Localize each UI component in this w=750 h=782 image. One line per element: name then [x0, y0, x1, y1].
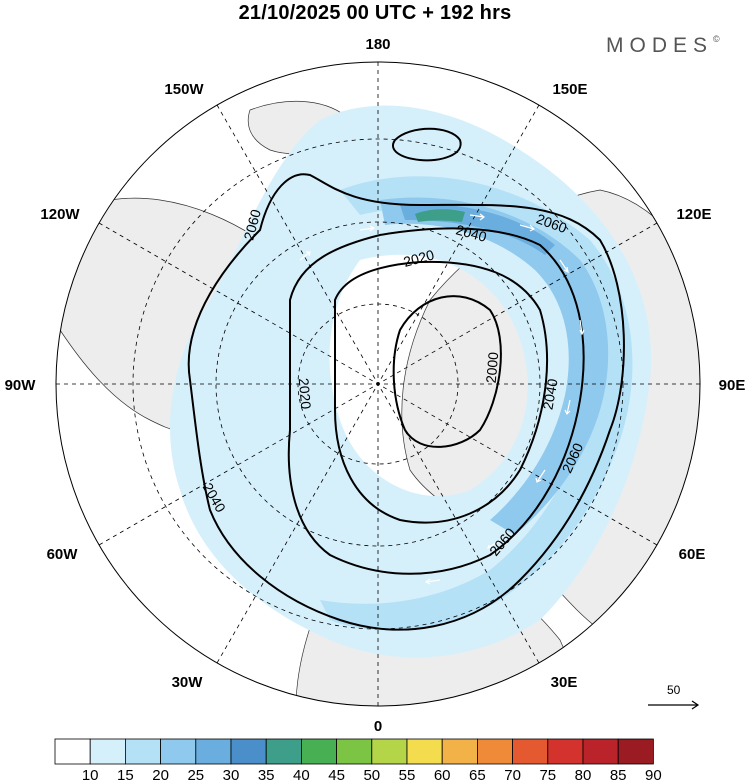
lon-label-60w: 60W [47, 546, 79, 563]
contour-2060 [187, 173, 625, 631]
lon-label-180: 180 [365, 36, 390, 53]
brand-text: MODES [606, 34, 714, 57]
graticule [56, 62, 700, 706]
map-title: 21/10/2025 00 UTC + 192 hrs [238, 2, 512, 24]
wind-vectors [299, 213, 585, 585]
lon-label-60e: 60E [679, 546, 706, 563]
lon-label-30w: 30W [172, 674, 204, 691]
modes-logo: MODES© [606, 34, 720, 58]
copyright-mark: © [713, 34, 720, 44]
contour-label: 2040 [454, 221, 488, 245]
contour-2000 [392, 295, 502, 448]
lon-label-150e: 150E [552, 81, 587, 98]
contour-label: 2000 [483, 351, 502, 384]
contour-label: 2020 [296, 377, 315, 410]
lon-label-90w: 90W [5, 377, 37, 394]
contour-label: 2020 [402, 246, 436, 270]
contour-2020 [334, 260, 549, 524]
contour-label: 2060 [240, 207, 264, 241]
lon-label-120w: 120W [40, 206, 80, 223]
lon-label-0: 0 [374, 718, 382, 735]
lon-label-90e: 90E [719, 377, 746, 394]
lon-label-30e: 30E [551, 674, 578, 691]
contour-small-high [392, 127, 462, 162]
wind-scale-label: 50 [667, 683, 681, 697]
wind-scale-arrow [648, 700, 700, 710]
wind-speed-shading [170, 105, 652, 658]
map-border [55, 61, 701, 707]
lon-label-120e: 120E [676, 206, 711, 223]
contour-label: 2040 [539, 377, 560, 411]
height-contours [187, 127, 625, 631]
contour-2040 [287, 227, 585, 575]
lon-label-150w: 150W [164, 81, 204, 98]
